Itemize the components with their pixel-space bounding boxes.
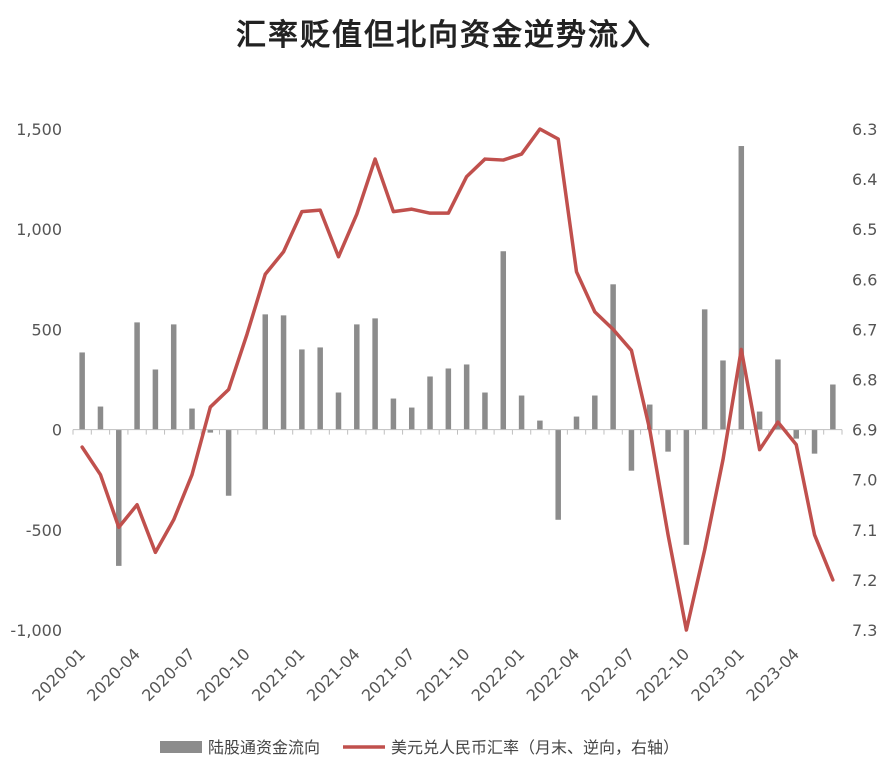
flow-bar [592, 395, 598, 430]
flow-bar [793, 429, 799, 439]
flow-bar [573, 416, 580, 430]
x-tick-label: 2021-10 [413, 644, 474, 705]
flow-bar [116, 429, 122, 566]
x-tick-label: 2022-10 [632, 644, 693, 705]
x-tick-label: 2022-07 [578, 644, 639, 705]
flow-bar [280, 315, 287, 430]
flow-bar [79, 352, 85, 430]
right-y-tick-label: 7.2 [852, 571, 877, 590]
left-y-tick-label: 1,500 [16, 120, 62, 139]
flow-bar [170, 324, 177, 430]
flow-bar [500, 251, 507, 430]
flow-bar [427, 376, 433, 430]
right-y-tick-label: 6.7 [852, 320, 877, 339]
flow-bar [152, 369, 159, 430]
left-y-tick-label: 1,000 [16, 220, 62, 239]
x-tick-label: 2020-10 [193, 644, 254, 705]
x-tick-label: 2020-04 [83, 644, 144, 705]
x-tick-label: 2021-07 [358, 644, 419, 705]
flow-bar [701, 309, 708, 430]
x-tick-label: 2022-04 [523, 644, 584, 705]
x-tick-label: 2023-01 [687, 644, 748, 705]
flow-bar [775, 359, 781, 430]
flow-bar [408, 407, 415, 430]
flow-bar [555, 429, 561, 520]
flow-bar [830, 384, 836, 430]
left-y-axis: -1,000 -500 0 500 1,000 1,500 [10, 120, 62, 640]
flow-bar [262, 314, 268, 430]
left-y-tick-label: -500 [26, 521, 62, 540]
flow-bar [372, 318, 378, 430]
bar-series-flows [79, 146, 836, 566]
x-tick-label: 2023-04 [742, 644, 803, 705]
chart-title: 汇率贬值但北向资金逆势流入 [236, 18, 652, 53]
flow-bar [811, 429, 818, 454]
flow-bar [738, 146, 745, 430]
right-y-tick-label: 6.5 [852, 220, 877, 239]
left-y-tick-label: 500 [31, 320, 62, 339]
flow-bar [189, 408, 195, 430]
flow-bar [756, 411, 763, 430]
right-y-tick-label: 7.3 [852, 621, 877, 640]
x-tick-label: 2020-07 [138, 644, 199, 705]
x-tick-label: 2021-04 [303, 644, 364, 705]
legend-label-line: 美元兑人民币汇率（月末、逆向，右轴） [391, 738, 679, 757]
legend: 陆股通资金流向 美元兑人民币汇率（月末、逆向，右轴） [160, 738, 679, 757]
flow-bar [683, 429, 690, 545]
x-axis-labels: 2020-012020-042020-072020-102021-012021-… [28, 644, 803, 705]
flow-bar [482, 392, 488, 430]
left-y-tick-label: -1,000 [10, 621, 62, 640]
flow-bar [354, 324, 360, 430]
flow-bar [647, 404, 653, 430]
flow-bar [97, 406, 104, 430]
flow-bar [610, 284, 616, 430]
right-y-tick-label: 7.1 [852, 521, 877, 540]
legend-swatch-bar [160, 741, 202, 753]
x-tick-label: 2020-01 [28, 644, 89, 705]
left-y-tick-label: 0 [52, 421, 62, 440]
flow-bar [628, 429, 635, 471]
flow-bar [537, 420, 543, 430]
right-y-tick-label: 6.9 [852, 421, 877, 440]
right-y-axis: 6.3 6.4 6.5 6.6 6.7 6.8 6.9 7.0 7.1 7.2 7.3 [852, 120, 877, 640]
legend-label-bar: 陆股通资金流向 [208, 738, 320, 757]
x-tick-label: 2021-01 [248, 644, 309, 705]
flow-bar [720, 360, 726, 430]
flow-bar [463, 364, 470, 430]
flow-bar [299, 349, 305, 430]
flow-bar [207, 429, 214, 433]
line-series-fx [80, 127, 835, 632]
right-y-tick-label: 6.8 [852, 371, 877, 390]
flow-bar [317, 347, 323, 430]
right-y-tick-label: 6.3 [852, 120, 877, 139]
right-y-tick-label: 6.4 [852, 170, 877, 189]
flow-bar [225, 429, 232, 496]
flow-bar [518, 395, 525, 430]
flow-bar [335, 392, 342, 430]
x-tick-label: 2022-01 [468, 644, 529, 705]
flow-bar [665, 429, 671, 452]
fx-line [80, 127, 835, 632]
right-y-tick-label: 6.6 [852, 270, 877, 289]
right-y-tick-label: 7.0 [852, 471, 877, 490]
x-axis [72, 429, 843, 435]
flow-bar [134, 322, 140, 430]
flow-bar [390, 398, 397, 430]
flow-bar [445, 368, 452, 430]
